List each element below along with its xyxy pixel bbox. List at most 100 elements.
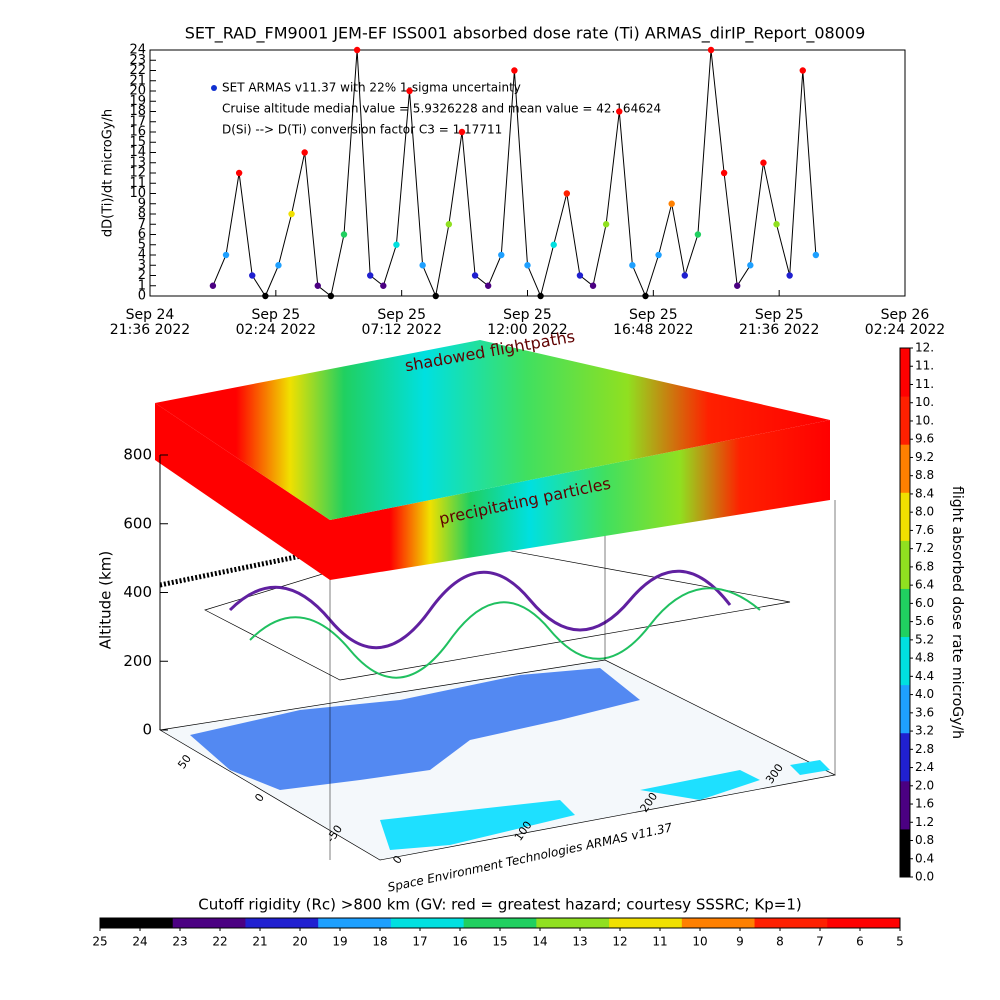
dose-point: [380, 282, 387, 289]
y-tick-label: 16: [129, 125, 146, 140]
z-tick-label: 400: [123, 583, 152, 601]
colorbar-cell: [463, 918, 537, 928]
y-tick-label: 23: [129, 53, 146, 68]
colorbar-tick-label: 3.6: [915, 705, 934, 719]
y-tick-label: 4: [138, 248, 146, 263]
dose-point: [550, 241, 557, 248]
dose-point: [668, 200, 675, 207]
dose-point: [760, 159, 767, 166]
dose-point: [589, 282, 597, 289]
land-mass: [640, 770, 760, 800]
colorbar-tick-label: 15: [492, 935, 507, 949]
y-tick-label: 14: [129, 145, 146, 160]
colorbar-tick-label: 9.6: [915, 432, 934, 446]
dose-point: [524, 262, 531, 269]
dose-point: [367, 272, 374, 279]
colorbar-tick-label: 10: [692, 935, 707, 949]
colorbar-cell: [681, 918, 756, 928]
colorbar-tick-label: 16: [452, 935, 467, 949]
dose-point: [314, 282, 321, 289]
land-mass: [380, 800, 575, 850]
colorbar-label: Cutoff rigidity (Rc) >800 km (GV: red = …: [198, 896, 801, 914]
colorbar-tick-label: 2.4: [915, 760, 934, 774]
land-mass: [190, 668, 640, 790]
orbit-tracks: [249, 587, 761, 679]
dose-point: [707, 46, 715, 54]
colorbar-tick-label: 19: [332, 935, 347, 949]
annotation: Cruise altitude median value = 5.9326228…: [222, 102, 661, 116]
x-tick-label: 02:24 2022: [865, 322, 945, 338]
dose-point: [734, 282, 741, 289]
z-tick-label: 600: [123, 514, 152, 532]
colorbar-tick-label: 6: [856, 935, 864, 949]
panel-3d: [155, 340, 837, 861]
colorbar-tick-label: 6.8: [915, 559, 934, 573]
colorbar-tick-label: 17: [412, 935, 427, 949]
colorbar-tick-label: 21: [252, 935, 267, 949]
colorbar-tick-label: 2.8: [915, 742, 934, 756]
dose-point: [681, 272, 688, 279]
colorbar-tick-label: 10.: [915, 413, 934, 427]
colorbar-tick-label: 24: [132, 935, 147, 949]
dose-point: [511, 67, 518, 74]
dose-point: [222, 251, 230, 259]
x-tick-label: 02:24 2022: [236, 322, 316, 338]
x-tick-label: Sep 25: [629, 307, 678, 323]
y-tick-label: 11: [129, 176, 146, 191]
dose-point: [445, 221, 453, 228]
y-tick-label: 20: [129, 84, 146, 99]
dose-point: [262, 292, 269, 300]
dose-point: [484, 282, 492, 289]
y-tick-label: 3: [138, 258, 146, 273]
dose-point: [616, 108, 623, 115]
dose-point: [209, 282, 217, 289]
colorbar-cell: [900, 492, 910, 541]
y-tick-label: 1: [138, 278, 146, 293]
colorbar-tick-label: 20: [292, 935, 307, 949]
dose-point: [249, 272, 256, 279]
colorbar-tick-label: 12: [612, 935, 627, 949]
colorbar-tick-label: 4.0: [915, 687, 934, 701]
y-tick-label: 22: [129, 63, 146, 78]
z-tick-label: 0: [142, 721, 152, 739]
x-tick-label: 21:36 2022: [110, 322, 190, 338]
x-tick-label: 07:12 2022: [361, 322, 441, 338]
dose-point: [471, 272, 479, 279]
dose-point: [694, 231, 702, 238]
dose-point: [406, 87, 413, 95]
y-tick-label: 24: [129, 43, 146, 58]
colorbar-cell: [900, 636, 910, 686]
x-tick-label: 16:48 2022: [613, 322, 693, 338]
dose-point: [393, 241, 400, 248]
y-tick-label: 13: [129, 155, 146, 170]
dose-point: [288, 210, 295, 218]
colorbar-tick-label: 1.6: [915, 797, 934, 811]
colorbar-tick-label: 8.4: [915, 486, 934, 500]
land-mass: [790, 760, 830, 775]
colorbar-tick-label: 6.0: [915, 596, 934, 610]
annotation: SET ARMAS v11.37 with 22% 1-sigma uncert…: [222, 81, 521, 95]
colorbar-tick-label: 11.: [915, 359, 934, 373]
colorbar-tick-label: 8: [776, 935, 784, 949]
x-tick-label: 12:00 2022: [487, 322, 567, 338]
dose-point: [786, 272, 793, 279]
y-tick-label: 12: [129, 166, 146, 181]
colorbar-tick-label: 3.2: [915, 724, 934, 738]
dose-point: [629, 262, 636, 269]
y-tick-label: 5: [138, 237, 146, 252]
z-axis-label: Altitude (km): [97, 551, 115, 649]
dose-point: [432, 292, 439, 300]
colorbar-tick-label: 0.8: [915, 833, 934, 847]
dose-point: [773, 221, 780, 228]
dose-point: [275, 262, 282, 269]
colorbar-tick-label: 9: [736, 935, 744, 949]
colorbar-tick-label: 7.2: [915, 541, 934, 555]
dose-point: [458, 128, 466, 136]
colorbar-label: flight absorbed dose rate microGy/h: [949, 486, 965, 739]
dose-point: [720, 169, 728, 177]
y-tick-label: 15: [129, 135, 146, 150]
dose-point: [327, 292, 335, 300]
colorbar-tick-label: 4.8: [915, 651, 934, 665]
colorbar-cell: [100, 918, 174, 928]
colorbar-tick-label: 5.2: [915, 632, 934, 646]
